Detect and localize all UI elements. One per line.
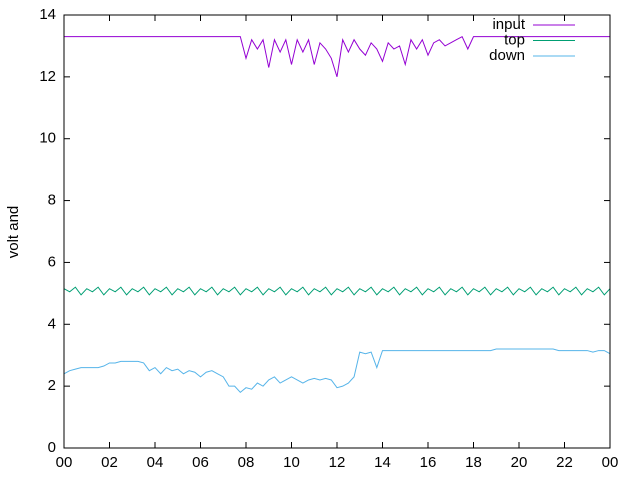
plot-area bbox=[63, 35, 611, 394]
legend-label: top bbox=[504, 31, 525, 48]
x-tick-label: 14 bbox=[374, 454, 391, 471]
y-tick-label: 2 bbox=[48, 377, 56, 394]
x-tick-label: 02 bbox=[101, 454, 118, 471]
series-line bbox=[64, 35, 610, 78]
y-axis-label: volt and bbox=[5, 206, 22, 259]
x-tick-label: 16 bbox=[420, 454, 437, 471]
x-tick-label: 08 bbox=[238, 454, 255, 471]
x-tick-label: 18 bbox=[465, 454, 482, 471]
plot-frame bbox=[63, 14, 611, 449]
y-tick-label: 0 bbox=[48, 439, 56, 456]
x-tick-label: 10 bbox=[283, 454, 300, 471]
y-tick-label: 8 bbox=[48, 192, 56, 209]
x-tick-label: 12 bbox=[329, 454, 346, 471]
y-tick-label: 6 bbox=[48, 253, 56, 270]
x-tick-label: 06 bbox=[192, 454, 209, 471]
legend-label: down bbox=[489, 47, 525, 64]
legend-label: input bbox=[492, 16, 525, 33]
series-line bbox=[63, 348, 611, 394]
y-tick-label: 12 bbox=[39, 68, 56, 85]
x-tick-label: 20 bbox=[511, 454, 528, 471]
x-tick-label: 00 bbox=[602, 454, 619, 471]
y-tick-label: 4 bbox=[48, 315, 56, 332]
y-tick-label: 14 bbox=[39, 6, 56, 23]
x-tick-label: 04 bbox=[147, 454, 164, 471]
x-tick-label: 00 bbox=[56, 454, 73, 471]
x-tick-label: 22 bbox=[556, 454, 573, 471]
series-line bbox=[63, 286, 611, 296]
y-tick-label: 10 bbox=[39, 130, 56, 147]
